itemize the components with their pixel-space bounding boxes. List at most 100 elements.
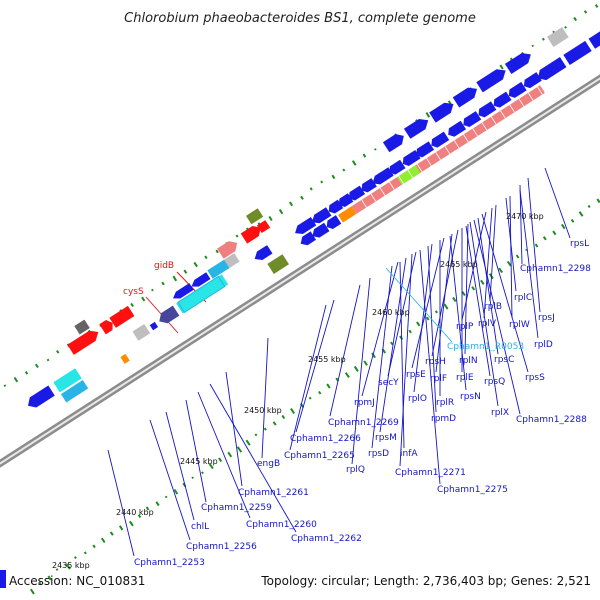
reverse-gene[interactable] [309, 207, 332, 226]
gene-label[interactable]: rpsN [460, 392, 481, 402]
gene-label[interactable]: rplW [509, 320, 530, 330]
gene-label[interactable]: Cphamn1_R0053 [447, 342, 524, 352]
reverse-gene[interactable] [60, 380, 89, 403]
reverse-gene[interactable] [387, 159, 406, 177]
forward-gene[interactable] [256, 220, 271, 234]
reverse-gene-secY[interactable] [396, 165, 421, 185]
ribosomal-protein-operon[interactable] [351, 85, 545, 214]
pointer-line [399, 253, 413, 467]
forward-gene[interactable] [429, 99, 457, 123]
reverse-gene[interactable] [476, 101, 497, 119]
reverse-gene[interactable] [338, 206, 357, 223]
forward-gene[interactable] [240, 223, 264, 244]
gene-label[interactable]: rplO [408, 394, 427, 404]
gene-label[interactable]: rpsM [375, 433, 397, 443]
gc-tick [38, 581, 42, 585]
forward-gene[interactable] [403, 115, 432, 139]
gene-label[interactable]: rplV [478, 319, 497, 329]
forward-gene[interactable] [546, 27, 569, 47]
gene-label[interactable]: engB [257, 459, 280, 469]
gene-label[interactable]: Cphamn1_2288 [516, 415, 587, 425]
gene-label[interactable]: Cphamn1_2260 [246, 520, 317, 530]
gene-label[interactable]: Cphamn1_2253 [134, 558, 205, 568]
reverse-gene[interactable] [25, 385, 55, 411]
gene-label[interactable]: rplE [456, 373, 474, 383]
reverse-gene[interactable] [370, 167, 394, 187]
gene-label[interactable]: rpsL [570, 239, 589, 249]
reverse-gene[interactable] [132, 323, 151, 341]
gene-label[interactable]: Cphamn1_2266 [290, 434, 361, 444]
gene-label[interactable]: rplC [514, 293, 532, 303]
gene-label[interactable]: rpmD [431, 414, 456, 424]
reverse-gene[interactable] [563, 40, 592, 65]
gene-label[interactable]: Cphamn1_2271 [395, 468, 466, 478]
gene-label[interactable]: rpsC [494, 355, 514, 365]
reverse-gene[interactable] [506, 81, 527, 100]
gene-label[interactable]: Cphamn1_2262 [291, 534, 362, 544]
gene-label[interactable]: rpsD [368, 449, 389, 459]
reverse-gene[interactable] [53, 368, 82, 393]
reverse-gene[interactable] [588, 25, 600, 49]
gene-label[interactable]: rplN [459, 356, 478, 366]
gene-label[interactable]: rpsS [525, 373, 545, 383]
gene-label[interactable]: rpsQ [484, 377, 505, 387]
forward-gene[interactable] [74, 319, 90, 335]
gene-label[interactable]: Cphamn1_2259 [201, 503, 272, 513]
gene-label[interactable]: rplF [430, 374, 447, 384]
reverse-gene[interactable] [535, 57, 567, 83]
reverse-gene[interactable] [429, 131, 450, 150]
reverse-gene[interactable] [120, 353, 130, 364]
forward-gene[interactable] [452, 84, 481, 108]
gene-label[interactable]: rplB [484, 302, 502, 312]
gene-label[interactable]: rplD [534, 340, 553, 350]
gene-label[interactable]: rplP [456, 322, 474, 332]
reverse-gene[interactable] [324, 215, 342, 231]
gene-label[interactable]: Cphamn1_2269 [328, 418, 399, 428]
reverse-gene[interactable] [298, 231, 317, 248]
gene-label[interactable]: rplQ [346, 465, 365, 475]
gene-label[interactable]: secY [378, 378, 399, 388]
reverse-gene[interactable] [400, 149, 421, 168]
gene-label[interactable]: cysS [123, 287, 144, 297]
reverse-gene[interactable] [521, 72, 542, 90]
gene-label[interactable]: rpsE [406, 370, 426, 380]
reverse-gene[interactable] [346, 185, 366, 203]
gene-label[interactable]: rpmJ [354, 398, 375, 408]
reverse-gene[interactable] [149, 321, 159, 331]
reverse-gene[interactable] [224, 253, 240, 268]
reverse-gene[interactable] [292, 216, 317, 237]
forward-gene[interactable] [109, 305, 135, 328]
gene-label[interactable]: Cphamn1_2275 [437, 485, 508, 495]
forward-gene[interactable] [382, 131, 407, 153]
reverse-gene[interactable] [446, 120, 467, 139]
reverse-gene[interactable] [189, 272, 211, 290]
reverse-gene[interactable] [171, 283, 194, 302]
gene-label[interactable]: rplR [436, 398, 454, 408]
reverse-gene[interactable] [252, 245, 273, 263]
gene-label[interactable]: chlL [191, 522, 209, 532]
reverse-gene[interactable] [207, 259, 230, 279]
gene-label[interactable]: Cphamn1_2261 [238, 488, 309, 498]
forward-gene[interactable] [99, 318, 116, 335]
reverse-gene-engB[interactable] [267, 254, 289, 275]
gene-label[interactable]: Cphamn1_2256 [186, 542, 257, 552]
gene-label[interactable]: Cphamn1_2265 [284, 451, 355, 461]
reverse-gene[interactable] [176, 274, 229, 314]
forward-gene[interactable] [504, 49, 534, 74]
gene-label[interactable]: rpsJ [538, 313, 555, 323]
gene-label[interactable]: rplX [491, 408, 509, 418]
forward-gene-gidB[interactable] [245, 208, 264, 225]
forward-gene[interactable] [67, 327, 101, 355]
reverse-gene[interactable] [414, 141, 435, 159]
reverse-gene[interactable] [461, 111, 482, 129]
gene-label[interactable]: gidB [154, 261, 174, 271]
gene-label[interactable]: infA [400, 449, 418, 459]
reverse-gene[interactable] [310, 222, 330, 241]
gene-label[interactable]: Cphamn1_2298 [520, 264, 591, 274]
gene-label[interactable]: rpsH [425, 357, 446, 367]
forward-gene[interactable] [476, 65, 509, 93]
reverse-gene[interactable] [491, 91, 512, 110]
reverse-strand [25, 25, 600, 411]
reverse-gene[interactable] [156, 305, 180, 327]
forward-gene-cysS[interactable] [217, 238, 240, 259]
